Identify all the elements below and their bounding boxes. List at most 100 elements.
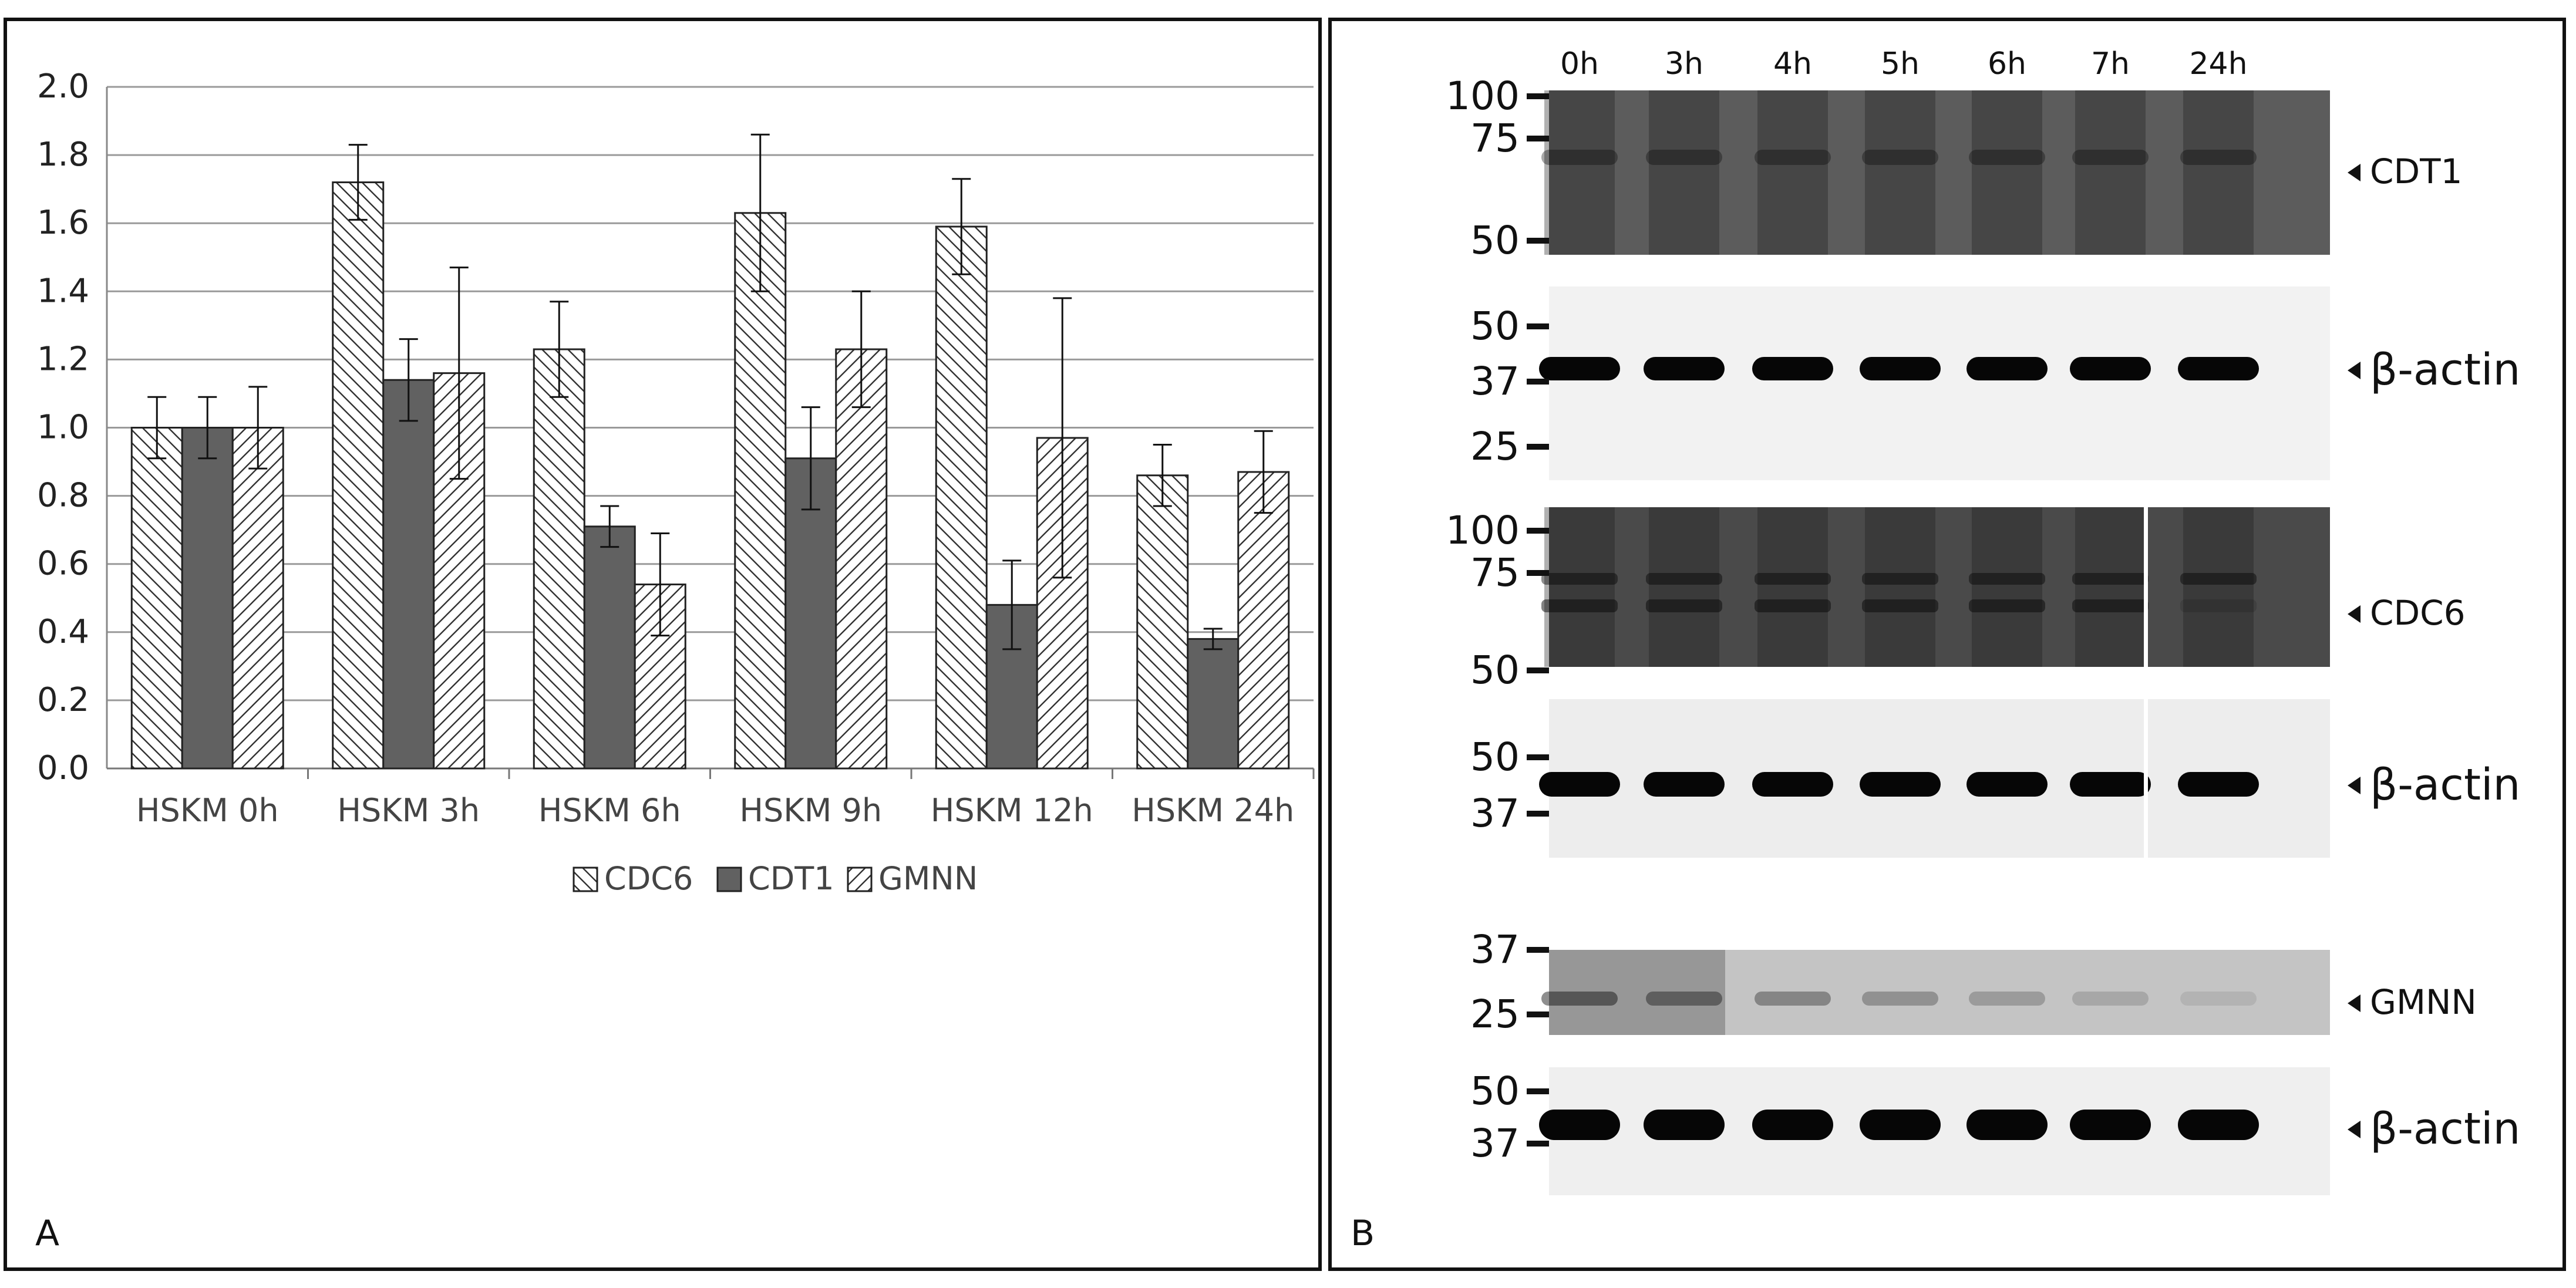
lane-splice-line xyxy=(2144,699,2148,858)
band xyxy=(1862,992,1938,1006)
y-tick-label: 0.4 xyxy=(37,613,89,651)
western-blot-figure: 0h 3h 4h 5h 6h 7h 24h1007550CDT1503725β-actin1… xyxy=(1446,46,2520,1195)
bar-gmnn xyxy=(835,348,888,770)
band xyxy=(2070,357,2151,380)
band xyxy=(1755,599,1831,612)
protein-label: β-actin xyxy=(2370,760,2520,810)
timepoint-label: 5h xyxy=(1881,46,1920,82)
error-bar xyxy=(651,532,670,637)
bar-cdc6 xyxy=(1136,474,1189,770)
marker-label: 50 xyxy=(1470,218,1520,263)
legend-swatch-cdt1 xyxy=(716,866,742,892)
marker-tick xyxy=(1527,323,1549,329)
marker-tick xyxy=(1527,754,1549,760)
lane-shade xyxy=(2075,507,2146,667)
blot-beta-actin xyxy=(1539,286,2330,480)
band xyxy=(1969,573,2045,585)
lane-shade xyxy=(1549,950,1725,1035)
x-tick-label: HSKM 3h xyxy=(337,792,480,829)
marker-label: 75 xyxy=(1470,116,1520,161)
band xyxy=(1755,150,1831,165)
timepoint-label: 4h xyxy=(1773,46,1812,82)
lane-shade xyxy=(2183,90,2254,255)
x-tick-label: HSKM 24h xyxy=(1132,792,1294,829)
lane-shade xyxy=(1757,90,1828,255)
band xyxy=(1541,573,1618,585)
x-tick-label: HSKM 12h xyxy=(931,792,1093,829)
error-bar xyxy=(801,406,820,511)
band xyxy=(2178,772,2259,797)
marker-label: 50 xyxy=(1470,734,1520,780)
x-tick-label: HSKM 6h xyxy=(538,792,681,829)
error-bar xyxy=(1203,628,1223,650)
y-tick-label: 1.4 xyxy=(37,272,89,310)
blot-beta-actin xyxy=(1539,699,2330,858)
arrowhead-icon xyxy=(2348,1121,2361,1138)
bar-cdt1 xyxy=(181,427,234,770)
marker-tick xyxy=(1527,136,1549,141)
x-tick-label: HSKM 0h xyxy=(136,792,279,829)
error-bar xyxy=(1153,444,1172,507)
error-bar xyxy=(147,396,167,460)
band xyxy=(2180,573,2257,585)
blot-cdc6 xyxy=(1541,507,2330,667)
marker-tick xyxy=(1527,570,1549,576)
band xyxy=(2070,772,2151,797)
band xyxy=(2180,150,2257,165)
y-tick-label: 0.6 xyxy=(37,545,89,583)
error-bar xyxy=(600,505,619,548)
marker-label: 100 xyxy=(1446,508,1520,553)
legend-swatch-gmnn xyxy=(847,866,873,892)
bar-cdc6 xyxy=(130,427,183,770)
marker-label: 37 xyxy=(1470,359,1520,404)
y-tick-label: 0.0 xyxy=(37,749,89,787)
band xyxy=(1752,1110,1833,1140)
timepoint-label: 7h xyxy=(2091,46,2130,82)
panel-a-label: A xyxy=(35,1213,60,1254)
protein-label: β-actin xyxy=(2370,1104,2520,1154)
blot-membrane xyxy=(1549,507,2330,667)
marker-label: 37 xyxy=(1470,1121,1520,1166)
marker-label: 100 xyxy=(1446,73,1520,119)
bar-cdt1 xyxy=(382,379,435,770)
protein-label: CDT1 xyxy=(2370,151,2463,191)
marker-tick xyxy=(1527,238,1549,244)
marker-tick xyxy=(1527,444,1549,450)
band xyxy=(1644,1110,1725,1140)
marker-label: 50 xyxy=(1470,304,1520,349)
protein-label: CDC6 xyxy=(2370,593,2466,633)
y-tick-label: 2.0 xyxy=(37,68,89,106)
band xyxy=(1969,992,2045,1006)
panel-a: 0.0 0.2 0.4 0.6 0.8 1.0 1.2 1.4 1.6 1.8 2.0 HSKM 0h… xyxy=(4,18,1322,1271)
band xyxy=(2180,992,2257,1006)
lane-shade xyxy=(1544,507,1615,667)
lane-shade xyxy=(1649,507,1719,667)
error-bar xyxy=(550,301,569,398)
marker-tick xyxy=(1527,1088,1549,1094)
band xyxy=(1541,992,1618,1006)
marker-label: 50 xyxy=(1470,1068,1520,1114)
lane-shade xyxy=(1544,90,1615,255)
band xyxy=(1646,573,1722,585)
timepoint-label: 3h xyxy=(1665,46,1703,82)
marker-tick xyxy=(1527,528,1549,534)
band xyxy=(1752,357,1833,380)
lane-shade xyxy=(1649,90,1719,255)
error-bar xyxy=(1002,559,1022,650)
band xyxy=(1755,992,1831,1006)
bar-gmnn xyxy=(1237,471,1290,770)
bar-gmnn xyxy=(231,427,284,770)
legend-label: GMNN xyxy=(878,860,978,897)
band xyxy=(1646,992,1722,1006)
marker-tick xyxy=(1527,1011,1549,1017)
error-bar xyxy=(1254,430,1273,514)
y-tick-label: 1.8 xyxy=(37,136,89,174)
marker-label: 50 xyxy=(1470,648,1520,693)
band xyxy=(1755,573,1831,585)
band xyxy=(1966,772,2048,797)
error-bar xyxy=(952,178,971,275)
lane-shade xyxy=(1865,90,1935,255)
band xyxy=(1539,357,1620,380)
band xyxy=(1539,772,1620,797)
bar-cdt1 xyxy=(1187,638,1240,770)
